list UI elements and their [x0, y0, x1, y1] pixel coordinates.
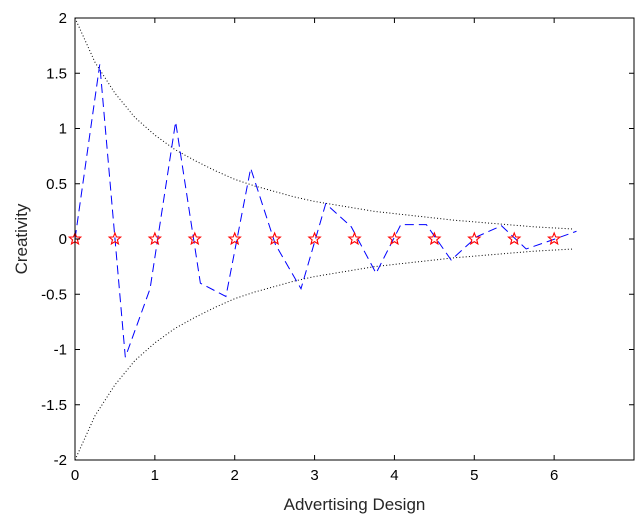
x-tick-label: 6	[550, 467, 558, 484]
y-tick-label: 0.5	[46, 176, 67, 193]
x-axis-label: Advertising Design	[284, 495, 426, 514]
star-marker	[267, 231, 282, 246]
y-tick-label: -0.5	[41, 286, 67, 303]
x-tick-label: 5	[470, 467, 478, 484]
x-tick-label: 2	[231, 467, 239, 484]
star-marker	[387, 231, 402, 246]
star-marker	[187, 231, 202, 246]
signal-line	[74, 64, 577, 358]
star-marker	[147, 231, 162, 246]
y-axis-label: Creativity	[12, 203, 31, 274]
plot-area	[67, 17, 577, 461]
upper-envelope-line	[74, 17, 575, 230]
y-tick-label: 0	[59, 231, 67, 248]
y-tick-label: -1	[54, 342, 67, 359]
x-tick-label: 3	[310, 467, 318, 484]
star-marker	[467, 231, 482, 246]
star-marker	[107, 231, 123, 246]
star-marker	[507, 231, 522, 246]
x-tick-label: 4	[390, 467, 398, 484]
axes: 0 1 2 3 4 5 6 -2 -1.5 -1 -0.5 0 0.5 1 1.5 2	[41, 10, 635, 484]
star-marker	[347, 231, 362, 246]
lower-envelope-line	[74, 248, 575, 461]
y-tick-label: 1.5	[46, 65, 67, 82]
x-tick-label: 0	[71, 467, 79, 484]
star-marker	[307, 231, 322, 246]
y-tick-label: 2	[59, 10, 67, 27]
y-tick-label: -1.5	[41, 397, 67, 414]
star-marker	[547, 231, 562, 246]
y-tick-label: 1	[59, 121, 67, 138]
x-tick-label: 1	[151, 467, 159, 484]
star-marker	[227, 231, 242, 246]
y-tick-label: -2	[54, 452, 67, 469]
star-marker	[427, 231, 442, 246]
